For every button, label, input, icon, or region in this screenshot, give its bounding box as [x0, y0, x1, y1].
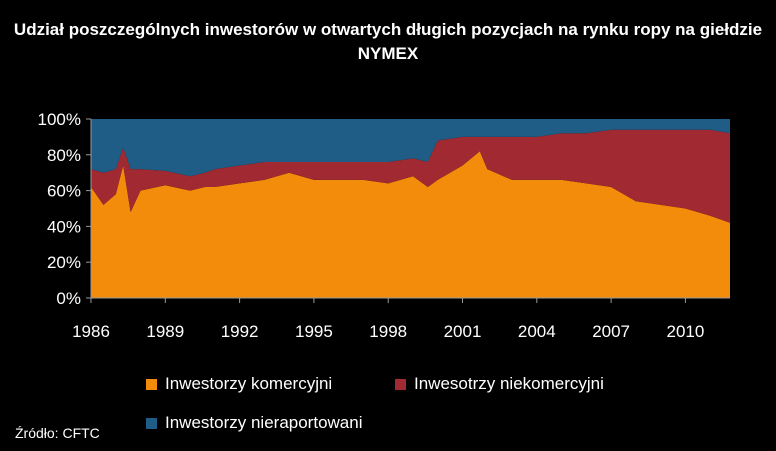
y-tick-label: 0%	[56, 289, 81, 308]
source-note: Źródło: CFTC	[15, 425, 100, 441]
area-series-2	[91, 129, 730, 223]
x-tick-label: 2001	[444, 322, 482, 341]
x-tick-label: 1995	[295, 322, 333, 341]
legend-swatch	[146, 417, 157, 429]
x-tick-label: 2007	[592, 322, 630, 341]
legend-item-2: Inwesotrzy niekomercyjni	[395, 374, 604, 394]
legend-swatch	[146, 378, 157, 390]
y-tick-label: 20%	[47, 253, 81, 272]
legend-item-1: Inwestorzy komercyjni	[146, 374, 332, 394]
y-tick-label: 80%	[47, 146, 81, 165]
legend-swatch	[395, 378, 406, 390]
x-tick-label: 1998	[369, 322, 407, 341]
legend-label: Inwestorzy nieraportowani	[165, 413, 363, 432]
y-tick-label: 100%	[38, 110, 81, 129]
x-tick-label: 1992	[221, 322, 259, 341]
chart-title: Udział poszczególnych inwestorów w otwar…	[13, 20, 763, 63]
area-series-1	[91, 151, 730, 298]
legend-label: Inwestorzy komercyjni	[165, 374, 333, 393]
legend-item-3: Inwestorzy nieraportowani	[146, 413, 362, 433]
x-tick-label: 1989	[146, 322, 184, 341]
y-tick-label: 60%	[47, 182, 81, 201]
legend-label: Inwesotrzy niekomercyjni	[414, 374, 604, 393]
x-tick-label: 1986	[72, 322, 110, 341]
x-tick-label: 2004	[518, 322, 556, 341]
y-tick-label: 40%	[47, 217, 81, 236]
axes-group: 0% 20% 40% 60% 80% 100% 1986 1989 1992 1995 1998 20…	[38, 110, 730, 341]
area-series-group	[91, 119, 730, 298]
area-series-3	[91, 119, 730, 177]
x-tick-label: 2010	[667, 322, 705, 341]
